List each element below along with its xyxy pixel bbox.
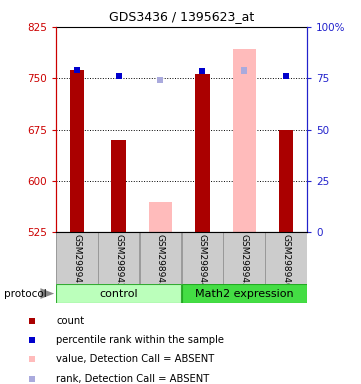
Title: GDS3436 / 1395623_at: GDS3436 / 1395623_at [109,10,254,23]
Bar [56,284,181,303]
Bar [56,232,97,284]
Text: GSM298943: GSM298943 [156,234,165,289]
Point [29,356,35,362]
Bar [98,232,139,284]
Point [158,76,164,83]
Point [283,73,289,79]
Point [158,76,164,83]
Point [116,73,122,79]
Bar [182,284,306,303]
Text: control: control [99,289,138,299]
Bar [140,232,181,284]
Polygon shape [40,288,54,299]
Text: protocol: protocol [4,289,46,299]
Bar [232,49,256,232]
Bar [279,129,293,232]
Bar [265,232,306,284]
Text: GSM298942: GSM298942 [114,234,123,288]
Point [241,67,247,73]
Bar [70,70,84,232]
Bar [111,140,126,232]
Text: count: count [56,316,84,326]
Text: GSM298946: GSM298946 [282,234,291,289]
Text: Math2 expression: Math2 expression [195,289,293,299]
Bar [195,74,210,232]
Point [29,337,35,343]
Text: GSM298945: GSM298945 [240,234,249,289]
Text: GSM298941: GSM298941 [72,234,81,289]
Text: value, Detection Call = ABSENT: value, Detection Call = ABSENT [56,354,214,364]
Text: rank, Detection Call = ABSENT: rank, Detection Call = ABSENT [56,374,209,384]
Point [199,68,205,74]
Point [74,67,80,73]
Point [29,376,35,382]
Bar [182,232,223,284]
Point [29,318,35,324]
Point [241,68,247,74]
Bar [149,202,172,232]
Text: percentile rank within the sample: percentile rank within the sample [56,335,224,345]
Bar [223,232,265,284]
Text: GSM298944: GSM298944 [198,234,207,288]
